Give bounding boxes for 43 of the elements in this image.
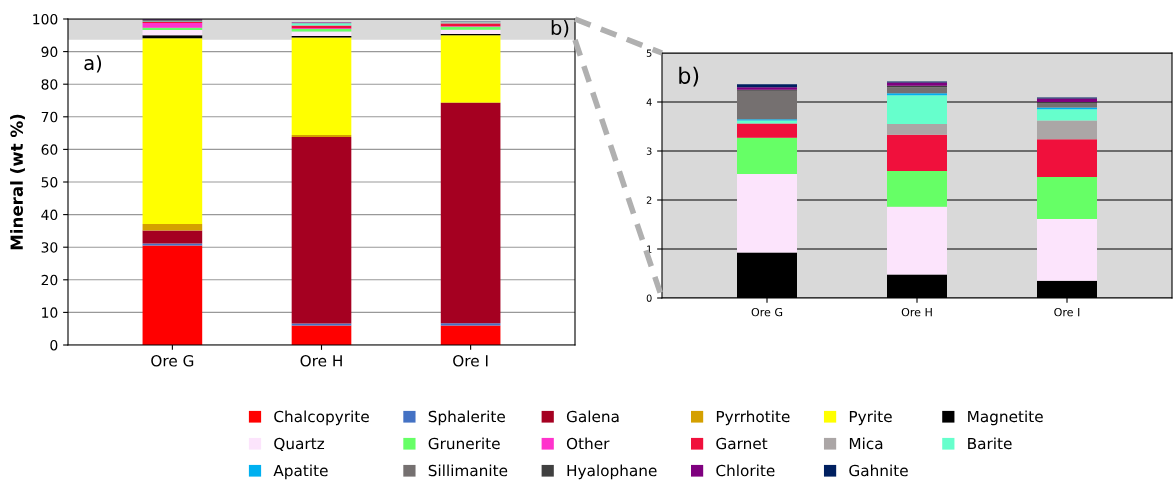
legend-label: Chlorite [716,464,775,477]
y-tick-label: 90 [41,46,58,58]
y-tick-label: 10 [42,307,58,318]
y-tick-label: 50 [41,176,58,188]
legend-label: Pyrite [849,410,892,426]
legend-label: Sphalerite [428,410,505,426]
x-tick-label: Ore G [751,307,783,317]
x-tick-label: Ore I [453,354,488,367]
y-tick-label: 70 [41,111,58,123]
x-tick-label: Ore H [300,354,342,367]
y-tick-label: 80 [41,79,58,90]
x-tick-label: Ore G [151,354,194,367]
legend-label: Mica [849,437,883,450]
legend-label: Barite [968,437,1012,450]
y-tick-label: 40 [41,209,58,221]
legend-label: Chalcopyrite [274,410,369,426]
legend-label: Quartz [274,437,325,452]
legend-label: Apatite [273,464,328,480]
legend-label: Hyalophane [567,464,657,480]
y-axis-title: Mineral (wt %) [10,114,25,250]
y-tick-label: 60 [41,144,58,155]
y-tick-label: 20 [41,274,58,286]
y-tick-label: 3 [646,147,652,155]
band-label: b) [551,20,569,38]
legend-label: Garnet [716,437,768,450]
x-tick-label: Ore H [901,307,932,317]
y-tick-label: 0 [646,294,652,302]
y-tick-label: 4 [646,98,652,106]
annotation: a) [84,55,102,73]
annotation: b) [679,66,699,87]
x-tick-label: Ore I [1054,307,1080,317]
legend-label: Sillimanite [428,464,508,477]
y-tick-label: 30 [41,242,58,253]
legend-label: Other [566,437,610,450]
y-tick-label: 100 [33,13,58,25]
legend-label: Galena [566,410,619,423]
legend-label: Grunerite [428,437,500,450]
y-tick-label: 5 [646,49,652,57]
legend-label: Magnetite [968,410,1043,426]
legend-label: Gahnite [849,464,908,477]
y-tick-label: 0 [50,339,58,351]
legend-label: Pyrrhotite [716,410,790,426]
y-tick-label: 2 [646,196,652,204]
